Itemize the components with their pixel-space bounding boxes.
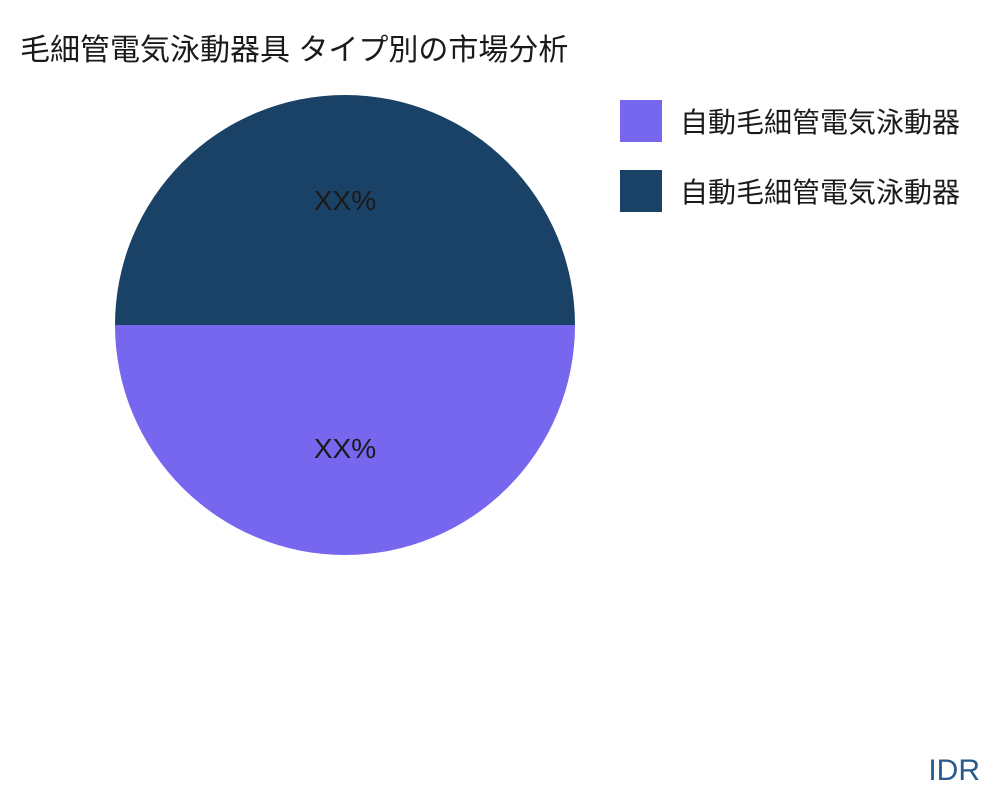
legend-item-1: 自動毛細管電気泳動器: [620, 170, 1000, 212]
pie-chart: XX% XX%: [115, 95, 575, 555]
attribution-label: IDR: [928, 754, 980, 788]
slice-value-label-0: XX%: [314, 185, 376, 217]
legend-swatch-1: [620, 170, 662, 212]
pie-svg: [115, 95, 575, 555]
legend-label-0: 自動毛細管電気泳動器: [680, 101, 960, 141]
slice-value-label-1: XX%: [314, 433, 376, 465]
legend-label-1: 自動毛細管電気泳動器: [680, 171, 960, 211]
legend-swatch-0: [620, 100, 662, 142]
legend-item-0: 自動毛細管電気泳動器: [620, 100, 1000, 142]
legend: 自動毛細管電気泳動器自動毛細管電気泳動器: [620, 100, 1000, 240]
chart-title: 毛細管電気泳動器具 タイプ別の市場分析: [20, 25, 568, 69]
